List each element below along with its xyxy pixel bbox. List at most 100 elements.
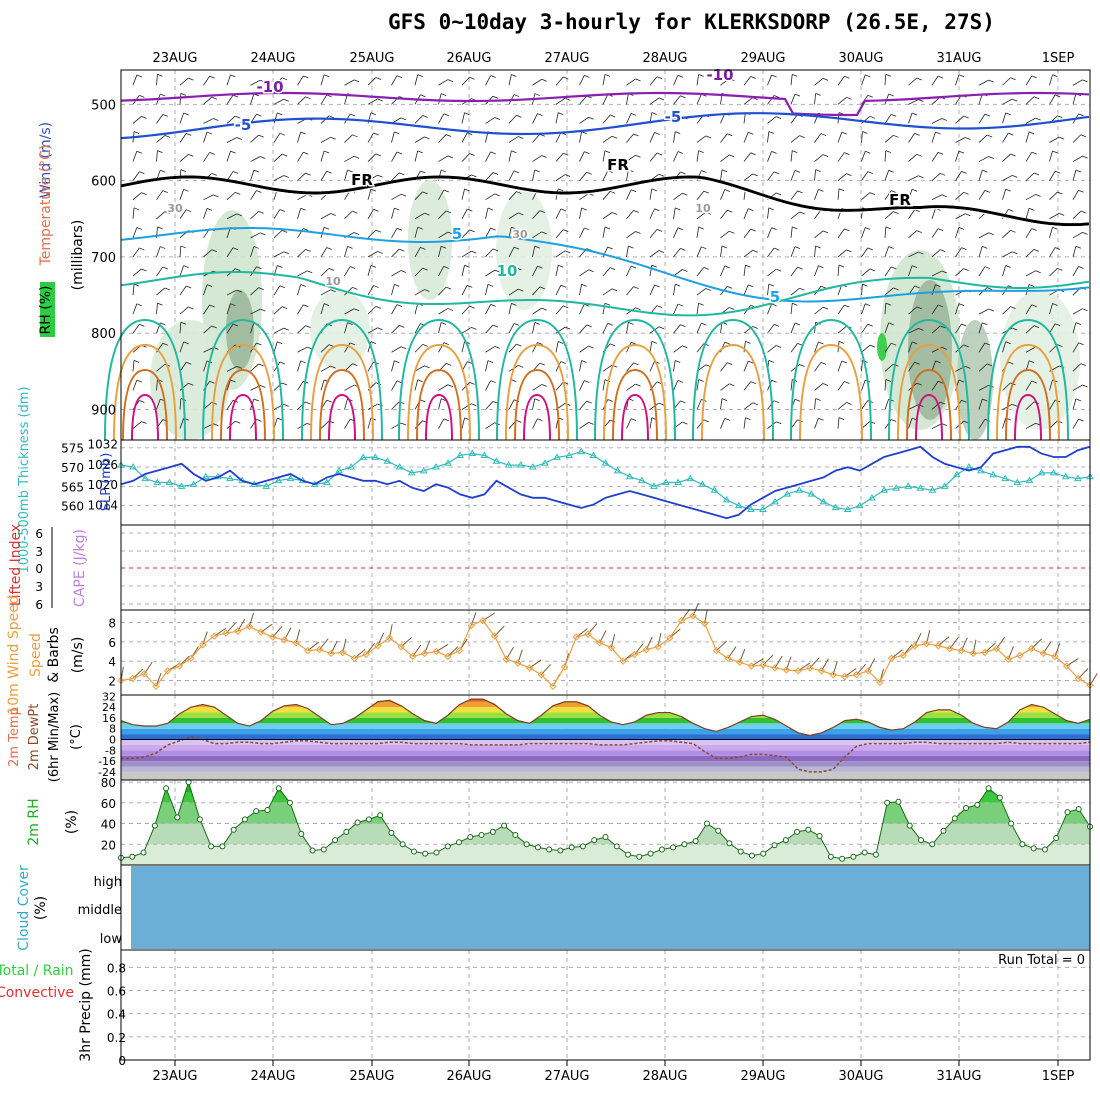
- wind-barb: [508, 288, 519, 296]
- rh-point: [929, 841, 936, 848]
- wind10-point: [304, 646, 312, 655]
- wind-barb: [1025, 117, 1036, 124]
- wind-barb: [132, 360, 135, 372]
- wind-barb-flag: [492, 172, 499, 175]
- rh-point: [354, 819, 361, 826]
- wind-barb-flag: [1031, 228, 1037, 231]
- warm-contour: [202, 318, 284, 441]
- axis-label-rh: RH (%): [38, 286, 54, 335]
- wind-barb-flag: [440, 322, 447, 325]
- wind-barb-flag: [982, 322, 988, 326]
- wind-barb: [344, 210, 353, 220]
- wind-barb: [555, 381, 564, 391]
- wind-barb: [696, 303, 699, 315]
- wind-barb: [461, 403, 472, 410]
- wind-barb-flag: [160, 169, 166, 173]
- wind-barb: [837, 188, 840, 200]
- wind-barb: [485, 193, 496, 201]
- wind-barb-flag: [658, 173, 665, 177]
- wind10-point: [911, 642, 919, 650]
- wind-barb-flag: [609, 190, 616, 194]
- wind-barb-flag: [511, 150, 517, 154]
- wind-barb: [203, 304, 210, 315]
- wind-barb-flag: [701, 322, 707, 326]
- wind-barb-flag: [958, 303, 965, 307]
- wind-barb-flag: [490, 380, 496, 384]
- wind-barb: [179, 418, 185, 429]
- wind-barb-flag: [513, 170, 520, 174]
- wind-barb-flag: [420, 399, 426, 403]
- temp-band: [121, 699, 1090, 702]
- wind-barb-flag: [677, 303, 684, 307]
- warm-contour: [229, 393, 257, 441]
- wind-barb: [508, 399, 515, 410]
- wind-barb-flag: [701, 170, 707, 173]
- warm-contour: [310, 343, 374, 441]
- wind-barb-flag: [1082, 232, 1088, 235]
- wind-barb-flag: [1028, 284, 1035, 287]
- wind-barb: [273, 230, 283, 239]
- wind-barb: [626, 210, 634, 220]
- wind-barb: [955, 323, 962, 334]
- wind-barb-flag: [680, 171, 686, 175]
- wind10-point: [292, 639, 300, 647]
- wind10-point: [175, 662, 184, 670]
- wind-barb-flag: [1082, 79, 1088, 83]
- rh-tick-label: 80: [101, 776, 116, 790]
- wind-barb-flag: [469, 229, 475, 233]
- wind-barb-flag: [630, 189, 637, 193]
- wind-barb-flag: [867, 171, 873, 174]
- wind-barb: [156, 266, 164, 277]
- wind-barb: [344, 155, 355, 162]
- wind-barb-flag: [820, 362, 827, 365]
- wind-barb: [696, 135, 707, 143]
- thickness-point: [783, 490, 792, 497]
- rh-point: [264, 807, 271, 814]
- thickness-point: [226, 474, 234, 482]
- wind-barb: [532, 398, 536, 410]
- wind-barb: [1002, 265, 1007, 277]
- wind-barb-flag: [935, 284, 941, 287]
- rh-band: [121, 844, 1090, 865]
- wind-barb-flag: [703, 419, 709, 423]
- wind-barb: [156, 379, 158, 391]
- thickness-point: [831, 503, 840, 511]
- contour-label: FR: [607, 156, 629, 174]
- wind-barb-flag: [988, 232, 994, 236]
- wind-barb: [649, 97, 660, 105]
- wind-barb: [344, 384, 355, 391]
- wind-barb: [1002, 306, 1011, 315]
- contour-label: 10: [497, 262, 518, 280]
- wind-barb-flag: [375, 306, 381, 309]
- axis-label-temp: Temperature (°C): [38, 145, 54, 267]
- rh-point: [388, 829, 395, 836]
- wind-barb: [203, 401, 213, 410]
- wind-barb-flag: [417, 150, 423, 154]
- thickness-point: [722, 495, 731, 503]
- wind-barb-flag: [818, 417, 824, 421]
- wind-barb-flag: [305, 249, 311, 252]
- rh-tick-label: 60: [101, 797, 116, 811]
- wind-barb: [508, 227, 512, 238]
- wind-barb: [861, 284, 863, 296]
- wind-barb-flag: [752, 402, 758, 406]
- chart-title: GFS 0~10day 3-hourly for KLERKSDORP (26.…: [388, 10, 995, 34]
- wind-barb: [273, 306, 283, 315]
- wind-barb: [179, 189, 185, 200]
- wind-barb: [226, 213, 238, 220]
- wind-barb-flag: [353, 155, 360, 159]
- top-date-label: 30AUG: [838, 51, 883, 66]
- temp-tick-label: 32: [102, 690, 116, 703]
- wind-barb-flag: [885, 379, 891, 382]
- wind-barb-flag: [279, 285, 286, 289]
- wind-barb-flag: [539, 362, 545, 366]
- wind-barb-flag: [776, 116, 782, 119]
- wind-barb-flag: [1028, 131, 1035, 135]
- slp-tick-label: 1014: [87, 499, 118, 513]
- thickness-point: [371, 453, 380, 460]
- thickness-point: [383, 457, 392, 464]
- wind-barb-flag: [490, 304, 496, 307]
- rh-point: [951, 815, 958, 822]
- rh-point: [320, 846, 327, 853]
- wind-barb-flag: [611, 288, 618, 292]
